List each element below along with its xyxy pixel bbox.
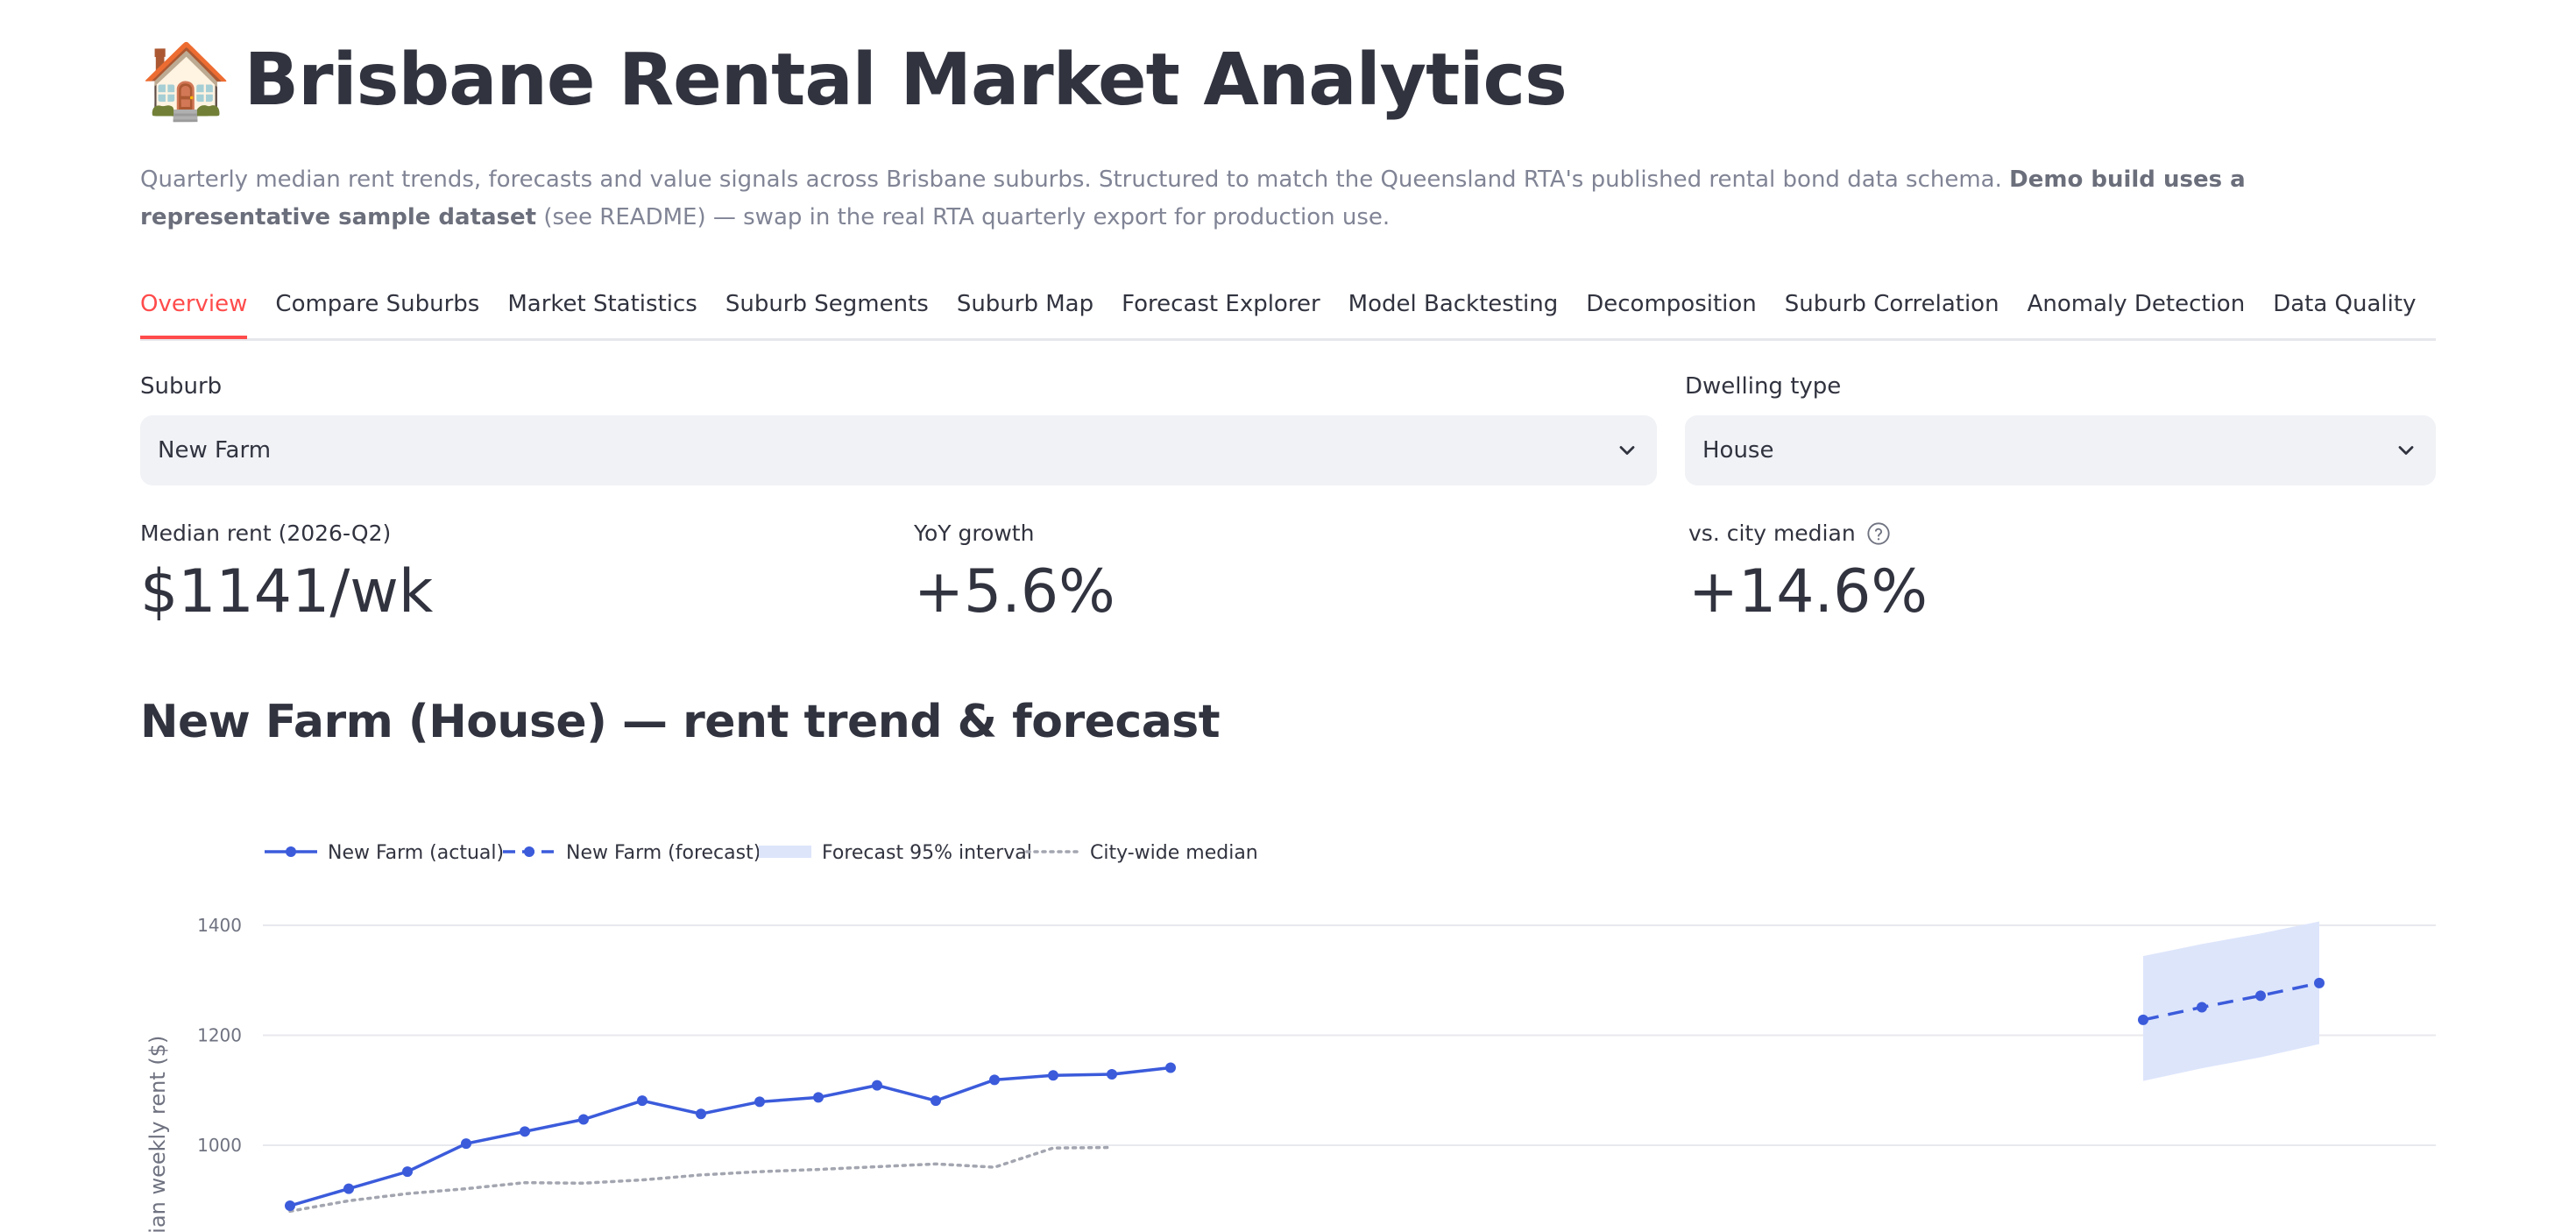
legend-interval-label: Forecast 95% interval [822,842,1032,864]
tab-suburb-map[interactable]: Suburb Map [956,291,1094,317]
chevron-down-icon [2398,446,2414,455]
actual-point [461,1138,471,1150]
caption-lead: Quarterly median rent trends, forecasts … [140,166,2002,193]
actual-line [289,1066,1171,1207]
forecast-point [2255,990,2266,1002]
actual-point [813,1092,824,1103]
tab-model-backtesting[interactable]: Model Backtesting [1348,291,1559,317]
actual-point [285,1200,295,1212]
caption-bold: Demo build uses a representative sample … [140,166,2246,230]
actual-point [989,1074,1000,1086]
actual-point [343,1183,354,1194]
metric-yoy-growth-value: +5.6% [914,557,1115,627]
page-caption: Quarterly median rent trends, forecasts … [140,161,2436,237]
house-emoji-icon: 🏠 [140,37,232,124]
actual-point [754,1096,765,1108]
tab-market-statistics[interactable]: Market Statistics [507,291,697,317]
actual-point [1107,1069,1117,1080]
caption-tail: (see README) — swap in the real RTA quar… [543,204,1391,230]
metric-vs-city-label-text: vs. city median [1688,520,1856,546]
legend-forecast-label: New Farm (forecast) [566,842,761,864]
tab-compare-suburbs[interactable]: Compare Suburbs [275,291,480,317]
actual-point [1165,1062,1176,1073]
y-tick-label-1200: 1200 [197,1025,242,1046]
metric-vs-city-label: vs. city median [1688,520,1891,546]
question-circle-icon[interactable] [1866,521,1891,546]
actual-point [578,1114,589,1125]
y-tick-label-1400: 1400 [197,915,242,936]
tab-decomposition[interactable]: Decomposition [1586,291,1757,317]
metric-vs-city-value: +14.6% [1688,557,1928,627]
tab-data-quality[interactable]: Data Quality [2273,291,2417,317]
actual-point [696,1108,706,1120]
legend-actual-label: New Farm (actual) [328,842,504,864]
metric-yoy-growth-label: YoY growth [914,520,1035,546]
dwelling-type-label: Dwelling type [1685,373,1842,400]
metric-median-rent-value: $1141/wk [140,557,434,627]
forecast-point [2314,977,2325,988]
page-title: Brisbane Rental Market Analytics [244,39,1568,122]
actual-point [931,1095,941,1107]
forecast-line [2142,981,2320,1022]
tab-overview[interactable]: Overview [140,282,248,339]
tab-anomaly-detection[interactable]: Anomaly Detection [2027,291,2246,317]
actual-point [520,1126,530,1137]
y-axis-title: Median weekly rent ($) [145,1036,170,1232]
legend-actual-marker [286,846,296,857]
legend-interval-swatch [759,846,811,858]
tab-suburb-segments[interactable]: Suburb Segments [725,291,929,317]
suburb-select[interactable]: New Farm [140,415,1657,485]
tab-suburb-correlation[interactable]: Suburb Correlation [1784,291,1999,317]
suburb-select-value: New Farm [158,437,272,464]
actual-point [637,1095,648,1107]
city-median-line [288,1145,1114,1214]
legend-city-label: City-wide median [1090,842,1258,864]
legend-forecast-marker [524,846,534,857]
dwelling-type-select-value: House [1702,437,1774,464]
tab-bar: Overview Compare Suburbs Market Statistics… [140,282,2436,341]
chevron-down-icon [1619,446,1635,455]
actual-point [872,1080,882,1091]
forecast-point [2138,1014,2148,1025]
section-title: New Farm (House) — rent trend & forecast [140,696,1221,748]
y-tick-label-1000: 1000 [197,1135,242,1156]
actual-point [402,1166,413,1178]
suburb-label: Suburb [140,373,223,400]
metric-median-rent-label: Median rent (2026-Q2) [140,520,392,546]
page-header: 🏠 Brisbane Rental Market Analytics [140,37,1568,124]
actual-point [1048,1070,1058,1081]
tab-forecast-explorer[interactable]: Forecast Explorer [1122,291,1320,317]
dwelling-type-select[interactable]: House [1685,415,2436,485]
forecast-point [2197,1002,2207,1013]
